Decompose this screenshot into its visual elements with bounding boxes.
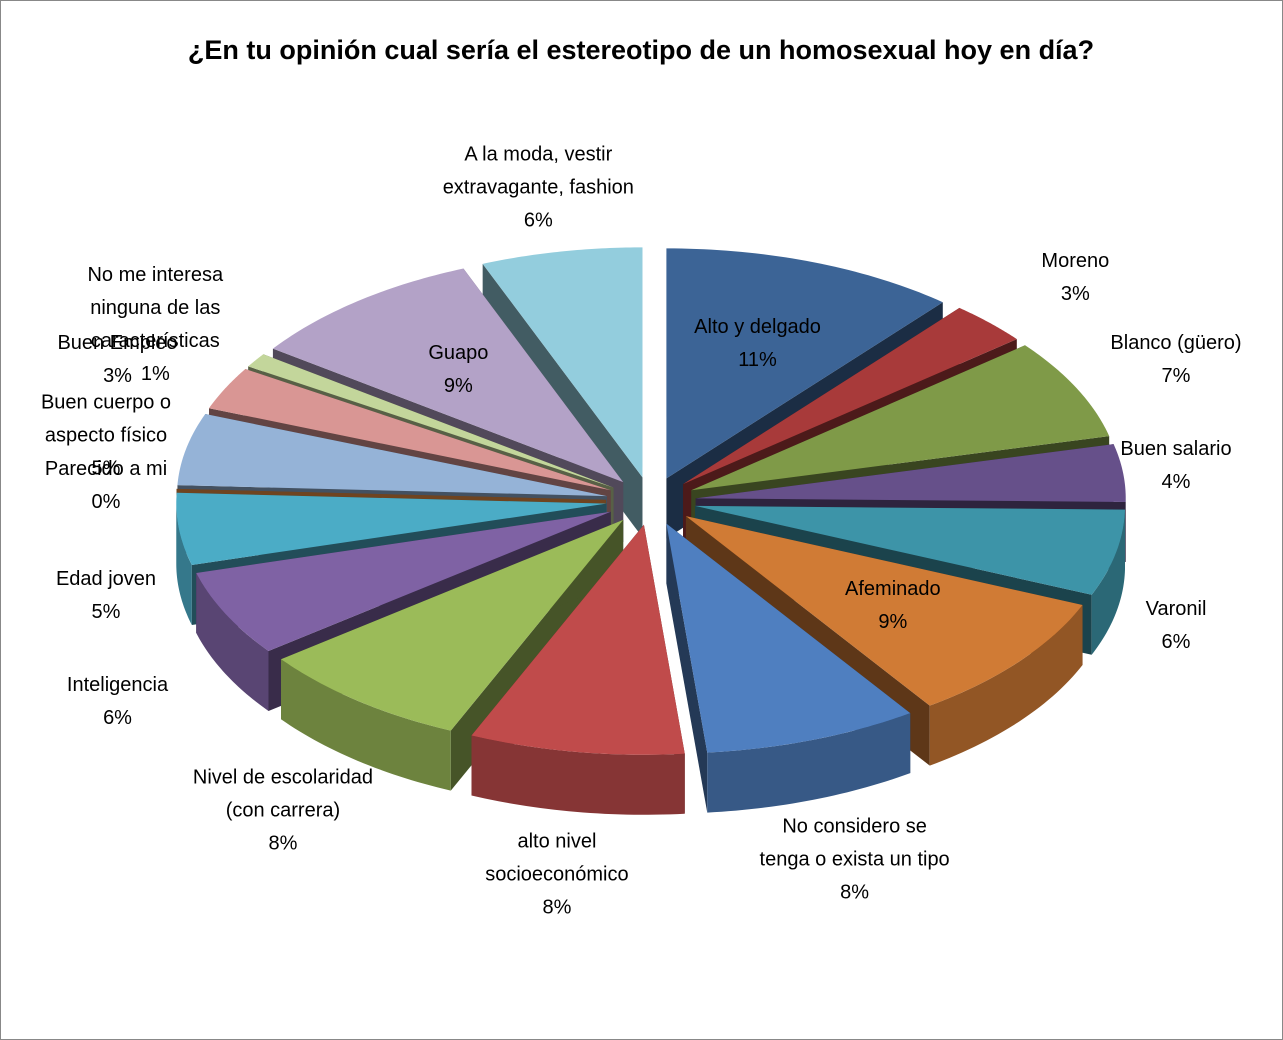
- value-label: 5%: [91, 457, 121, 480]
- value-label: 7%: [1161, 364, 1191, 387]
- slice-wall: [929, 605, 1083, 766]
- category-label: No considero se tenga o exista un tipo: [759, 815, 950, 871]
- value-label: 0%: [91, 490, 121, 513]
- slice-top: [272, 268, 624, 483]
- category-label: Moreno: [1041, 249, 1110, 272]
- data-label: Blanco (güero) 7%: [1076, 327, 1276, 393]
- category-label: Buen cuerpo o aspecto físico: [40, 391, 172, 447]
- value-label: 8%: [840, 881, 870, 904]
- value-label: 4%: [1161, 470, 1191, 493]
- slice-top: [281, 519, 624, 731]
- value-label: 9%: [878, 611, 908, 634]
- category-label: Guapo: [428, 341, 489, 364]
- data-label: Varonil 6%: [1076, 593, 1276, 659]
- value-label: 8%: [268, 832, 298, 855]
- data-label: Afeminado 9%: [793, 573, 993, 639]
- value-label: 6%: [523, 209, 553, 232]
- data-label: A la moda, vestir extravagante, fashion 6…: [438, 139, 638, 238]
- data-label: Edad joven 5%: [6, 563, 206, 629]
- data-label: alto nivel socioeconómico 8%: [457, 826, 657, 925]
- category-label: Afeminado: [845, 578, 941, 601]
- value-label: 1%: [140, 362, 170, 385]
- slice-wall: [707, 713, 911, 813]
- value-label: 3%: [103, 364, 132, 387]
- slice: [471, 524, 685, 815]
- value-label: 5%: [91, 601, 121, 624]
- data-label: Buen salario 4%: [1076, 433, 1276, 499]
- data-label: Buen Empleo 3%: [18, 327, 218, 393]
- category-label: Blanco (güero): [1110, 331, 1242, 354]
- data-label: Moreno 3%: [975, 245, 1175, 311]
- slice-top: [691, 345, 1110, 491]
- slice-top: [196, 511, 611, 651]
- category-label: alto nivel socioeconómico: [485, 830, 629, 886]
- category-label: No me interesa ninguna de las caracterís…: [87, 263, 224, 352]
- slice-wall: [196, 572, 269, 711]
- category-label: Alto y delgado: [694, 316, 821, 339]
- slice-top: [683, 307, 1017, 485]
- slice-wall: [1091, 509, 1125, 655]
- data-label: No me interesa ninguna de las caracterís…: [55, 259, 255, 391]
- slice-side: [666, 523, 708, 813]
- data-label: Parecido a mi 0%: [6, 453, 206, 519]
- slice-top: [177, 413, 607, 497]
- category-label: Buen salario: [1120, 437, 1232, 460]
- value-label: 8%: [542, 896, 572, 919]
- data-label: Buen cuerpo o aspecto físico 5%: [6, 386, 206, 485]
- slice-top: [666, 523, 911, 753]
- slice-wall: [176, 503, 192, 625]
- slice-top: [208, 369, 611, 491]
- slice-top: [482, 247, 643, 478]
- slice-top: [695, 444, 1126, 502]
- category-label: Buen Empleo: [57, 331, 178, 354]
- category-label: Inteligencia: [66, 674, 169, 697]
- slice: [666, 523, 911, 813]
- category-label: Edad joven: [55, 568, 157, 591]
- value-label: 6%: [1161, 631, 1191, 654]
- slice-top: [176, 492, 607, 565]
- value-label: 3%: [1060, 282, 1090, 305]
- value-label: 11%: [738, 349, 777, 372]
- slice-wall: [471, 735, 685, 815]
- data-label: Nivel de escolaridad (con carrera) 8%: [183, 762, 383, 861]
- slice-top: [248, 354, 614, 488]
- data-label: Inteligencia 6%: [18, 669, 218, 735]
- category-label: A la moda, vestir extravagante, fashion: [442, 143, 634, 199]
- category-label: Nivel de escolaridad (con carrera): [192, 766, 373, 822]
- slice-top: [666, 248, 943, 479]
- data-label: Alto y delgado 11%: [658, 311, 858, 377]
- value-label: 6%: [103, 707, 132, 730]
- chart-title: ¿En tu opinión cual sería el estereotipo…: [187, 35, 1095, 65]
- slice-top: [685, 516, 1083, 706]
- category-label: Parecido a mi: [44, 457, 168, 480]
- category-label: Varonil: [1145, 598, 1207, 621]
- slice-top: [471, 524, 685, 755]
- slice-top: [695, 505, 1125, 595]
- data-label: Guapo 9%: [358, 337, 558, 403]
- data-label: No considero se tenga o exista un tipo 8%: [755, 811, 955, 910]
- slice-wall: [281, 659, 451, 791]
- value-label: 9%: [443, 374, 473, 397]
